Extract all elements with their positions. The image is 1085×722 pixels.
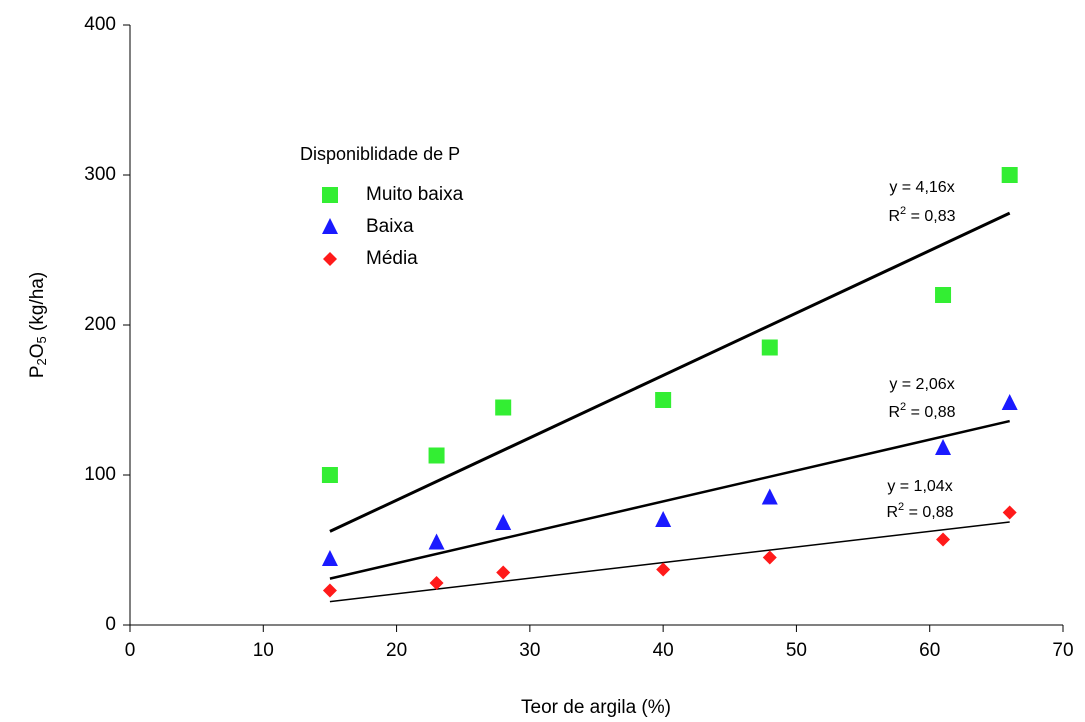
legend-label: Baixa bbox=[366, 216, 414, 237]
legend-title: Disponiblidade de P bbox=[300, 144, 460, 164]
marker-triangle bbox=[1001, 394, 1018, 410]
y-axis-label: P2O5 (kg/ha) bbox=[27, 272, 49, 378]
r2-part: 2 bbox=[898, 501, 904, 513]
trend-equation: y = 1,04x bbox=[887, 478, 952, 495]
x-tick-label: 20 bbox=[386, 640, 407, 661]
trend-line bbox=[329, 521, 1010, 603]
marker-square bbox=[321, 467, 338, 483]
marker-triangle bbox=[935, 439, 952, 455]
trend-line bbox=[329, 211, 1011, 533]
x-axis-label: Teor de argila (%) bbox=[521, 697, 671, 718]
r2-part: R bbox=[886, 504, 898, 521]
x-tick-label: 50 bbox=[786, 640, 807, 661]
x-tick-label: 30 bbox=[519, 640, 540, 661]
marker-triangle bbox=[655, 511, 672, 527]
x-tick-label: 10 bbox=[253, 640, 274, 661]
r2-part: = 0,83 bbox=[906, 208, 955, 225]
legend-label: Muito baixa bbox=[366, 184, 464, 205]
y-tick-label: 100 bbox=[84, 464, 116, 485]
trend-r2: R2 = 0,88 bbox=[886, 501, 953, 521]
r2-part: 2 bbox=[900, 205, 906, 217]
trend-line bbox=[329, 419, 1010, 580]
marker-diamond bbox=[322, 583, 337, 598]
x-tick-label: 60 bbox=[919, 640, 940, 661]
marker-triangle bbox=[761, 488, 778, 505]
marker-square bbox=[1001, 167, 1018, 183]
legend-label: Média bbox=[366, 248, 418, 269]
marker-diamond bbox=[1002, 505, 1017, 520]
marker-square bbox=[322, 187, 338, 203]
marker-triangle bbox=[321, 550, 338, 566]
marker-triangle bbox=[322, 218, 338, 234]
marker-diamond bbox=[762, 550, 777, 565]
marker-triangle bbox=[495, 514, 512, 530]
y-tick-label: 200 bbox=[84, 314, 116, 335]
marker-square bbox=[428, 447, 445, 464]
r2-part: = 0,88 bbox=[906, 404, 955, 421]
trend-equation: y = 4,16x bbox=[889, 179, 954, 196]
r2-part: 2 bbox=[900, 401, 906, 413]
marker-square bbox=[655, 392, 672, 408]
marker-diamond bbox=[429, 576, 444, 590]
y-tick-label: 300 bbox=[84, 164, 116, 185]
r2-part: R bbox=[888, 404, 900, 421]
marker-square bbox=[761, 339, 778, 356]
x-tick-label: 0 bbox=[125, 640, 136, 661]
trend-equation: y = 2,06x bbox=[889, 376, 954, 393]
marker-square bbox=[935, 287, 952, 303]
trend-r2: R2 = 0,83 bbox=[888, 205, 955, 225]
marker-square bbox=[495, 399, 512, 416]
y-tick-label: 400 bbox=[84, 14, 116, 35]
x-tick-label: 40 bbox=[653, 640, 674, 661]
marker-diamond bbox=[656, 562, 671, 577]
r2-part: R bbox=[888, 208, 900, 225]
r2-part: = 0,88 bbox=[904, 504, 953, 521]
marker-diamond bbox=[323, 252, 337, 266]
marker-triangle bbox=[428, 533, 445, 550]
x-tick-label: 70 bbox=[1052, 640, 1073, 661]
trend-r2: R2 = 0,88 bbox=[888, 401, 955, 421]
y-tick-label: 0 bbox=[105, 614, 116, 635]
marker-diamond bbox=[936, 532, 951, 547]
marker-diamond bbox=[496, 565, 511, 580]
